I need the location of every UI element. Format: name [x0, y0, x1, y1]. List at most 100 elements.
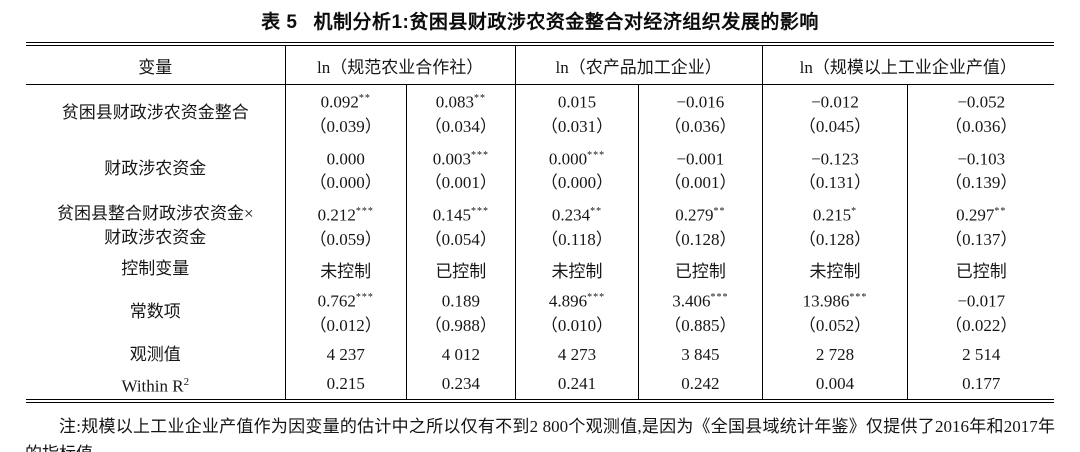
coef-cell: 0.000*** （0.000）	[514, 141, 639, 199]
value-cell: 3 845	[638, 340, 763, 370]
coef-cell: −0.103 （0.139）	[907, 141, 1054, 199]
coef-number: −0.012	[811, 92, 859, 112]
std-error: （0.128）	[664, 229, 737, 249]
coef-value: 0.279**	[639, 200, 761, 228]
table-row-within-r2: Within R2 0.215 0.234 0.241 0.242 0.004 …	[26, 369, 1054, 399]
std-error: （0.001）	[664, 173, 737, 193]
significance-stars: ***	[587, 149, 606, 161]
std-error: （0.001）	[424, 173, 497, 193]
table-row-observations: 观测值 4 237 4 012 4 273 3 845 2 728 2 514	[26, 340, 1054, 370]
value-cell: 未控制	[284, 254, 407, 284]
coef-cell: 0.000 （0.000）	[284, 141, 407, 199]
significance-stars: ***	[587, 291, 606, 303]
coef-number: 0.000	[548, 149, 588, 169]
coef-number: −0.001	[676, 149, 725, 169]
table-row-constant: 常数项 0.762*** （0.012） 0.189 （0.988） 4.896…	[26, 283, 1054, 341]
table-number: 表 5	[261, 12, 298, 33]
table-footnote: 注:规模以上工业企业产值作为因变量的估计中之所以仅有不到2 800个观测值,是因…	[25, 416, 1055, 452]
coef-value: 0.000***	[516, 144, 638, 172]
value-cell: 4 273	[514, 340, 639, 370]
value-cell: 2 514	[907, 340, 1054, 370]
significance-stars: ***	[355, 291, 374, 303]
coef-number: −0.052	[957, 92, 1006, 112]
coef-number: 13.986	[802, 291, 850, 311]
row-label-line2: 财政涉农资金	[104, 228, 207, 248]
regression-table: 变量 ln（规范农业合作社） ln（农产品加工企业） ln（规模以上工业企业产值…	[26, 46, 1054, 399]
coef-number: 0.215	[812, 205, 852, 225]
significance-stars: ***	[710, 291, 729, 303]
row-label-line1: 贫困县整合财政涉农资金×	[56, 204, 254, 224]
table-container: 变量 ln（规范农业合作社） ln（农产品加工企业） ln（规模以上工业企业产值…	[26, 42, 1054, 403]
value-cell: 未控制	[514, 254, 639, 284]
std-error: （0.036）	[945, 116, 1018, 136]
coef-number: 0.015	[557, 92, 597, 112]
coef-number: 0.212	[317, 205, 356, 225]
coef-cell: 0.003*** （0.001）	[405, 141, 516, 199]
coef-value: 0.145***	[407, 200, 515, 228]
coef-cell: −0.012 （0.045）	[761, 84, 908, 142]
table-caption: 表 5 机制分析1:贫困县财政涉农资金整合对经济组织发展的影响	[0, 7, 1080, 34]
coef-number: −0.123	[811, 149, 859, 169]
coef-number: 0.279	[675, 205, 714, 225]
coef-value: 0.003***	[407, 144, 515, 172]
value-cell: 未控制	[761, 254, 908, 284]
coef-number: 0.145	[432, 205, 471, 225]
value-cell: 0.004	[761, 369, 908, 399]
coef-cell: 13.986*** （0.052）	[761, 283, 908, 341]
std-error: （0.034）	[424, 116, 497, 136]
table-row-integration: 贫困县财政涉农资金整合 0.092** （0.039） 0.083** （0.0…	[26, 84, 1054, 142]
coef-value: −0.001	[639, 144, 761, 172]
std-error: （0.988）	[424, 315, 497, 335]
coef-value: 0.212***	[286, 200, 406, 228]
row-label: 贫困县整合财政涉农资金× 财政涉农资金	[26, 198, 285, 255]
coef-value: 4.896***	[516, 286, 638, 314]
coef-cell: 0.215* （0.128）	[761, 198, 908, 255]
significance-stars: ***	[470, 149, 489, 161]
std-error: （0.052）	[798, 315, 872, 335]
significance-stars: ***	[470, 206, 489, 218]
coef-cell: 0.297** （0.137）	[907, 198, 1054, 255]
row-label: 常数项	[129, 301, 181, 321]
col-header-variable: 变量	[26, 46, 286, 85]
coef-number: 4.896	[548, 291, 588, 311]
coef-cell: 0.234** （0.118）	[514, 198, 639, 255]
table-caption-text: 机制分析1:贫困县财政涉农资金整合对经济组织发展的影响	[313, 12, 819, 33]
std-error: （0.131）	[798, 173, 872, 193]
std-error: （0.128）	[798, 229, 872, 249]
col-header-group-coops: ln（规范农业合作社）	[284, 46, 516, 85]
coef-number: −0.016	[676, 92, 725, 112]
coef-value: 0.297**	[908, 200, 1054, 228]
superscript-2: 2	[183, 375, 190, 388]
coef-number: 0.234	[551, 205, 591, 225]
std-error: （0.039）	[309, 116, 382, 136]
value-cell: 4 237	[284, 340, 407, 370]
coef-number: 0.762	[317, 291, 356, 311]
significance-stars: **	[590, 206, 603, 218]
coef-value: 0.215*	[763, 200, 908, 228]
value-cell: 0.241	[514, 369, 639, 399]
std-error: （0.022）	[945, 315, 1018, 335]
coef-value: −0.123	[763, 144, 908, 172]
coef-cell: 3.406*** （0.885）	[638, 283, 763, 341]
std-error: （0.036）	[664, 116, 737, 136]
table-row-fiscal-funds: 财政涉农资金 0.000 （0.000） 0.003*** （0.001） 0.…	[26, 141, 1054, 199]
value-cell: 0.234	[405, 369, 516, 399]
std-error: （0.054）	[424, 229, 497, 249]
significance-stars: **	[358, 93, 371, 104]
std-error: （0.059）	[309, 229, 382, 249]
row-label: 控制变量	[121, 259, 190, 279]
col-header-group-processing: ln（农产品加工企业）	[514, 46, 763, 85]
coef-cell: −0.001 （0.001）	[638, 141, 763, 199]
coef-value: 0.083**	[407, 87, 515, 115]
header-row: 变量 ln（规范农业合作社） ln（农产品加工企业） ln（规模以上工业企业产值…	[26, 46, 1054, 85]
coef-value: −0.012	[763, 87, 908, 115]
std-error: （0.885）	[664, 315, 737, 335]
coef-cell: 0.279** （0.128）	[638, 198, 763, 255]
coef-value: 0.234**	[516, 200, 638, 228]
significance-stars: ***	[355, 206, 374, 218]
coef-value: 3.406***	[639, 286, 761, 314]
coef-cell: 0.145*** （0.054）	[405, 198, 516, 255]
value-cell: 已控制	[405, 254, 516, 284]
value-cell: 0.242	[638, 369, 763, 399]
std-error: （0.137）	[945, 229, 1018, 249]
